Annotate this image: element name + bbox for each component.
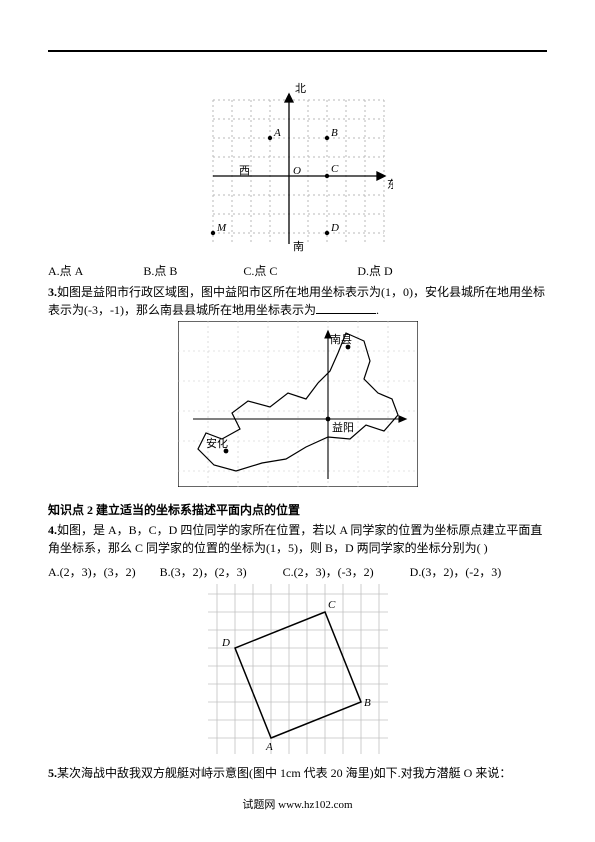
pt-D: D [330, 222, 339, 234]
pt-B: B [331, 127, 338, 139]
sq-B: B [364, 697, 371, 709]
label-nanxian: 南县 [330, 333, 352, 346]
q4-opt-C: C.(2，3)，(-3，2) [283, 563, 374, 580]
label-east: 东 [387, 178, 393, 191]
figure-1-compass-grid: O 北 南 东 西 A B C D M [203, 82, 393, 252]
q5-text: 5.某次海战中敌我双方舰艇对峙示意图(图中 1cm 代表 20 海里)如下.对我… [48, 764, 547, 782]
figure-2-map: 南县 益阳 安化 [178, 321, 418, 487]
top-rule [48, 50, 547, 52]
pt-M: M [216, 222, 227, 234]
label-anhua: 安化 [206, 436, 228, 450]
sq-A: A [265, 741, 273, 753]
sq-C: C [328, 599, 336, 611]
label-north: 北 [295, 82, 306, 95]
q5-num: 5. [48, 766, 57, 780]
q4-opt-D: D.(3，2)，(-2，3) [410, 563, 502, 580]
pt-C: C [331, 163, 339, 175]
pt-A: A [273, 127, 281, 139]
q3-text: 3.如图是益阳市行政区域图，图中益阳市区所在地用坐标表示为(1，0)，安化县城所… [48, 283, 547, 319]
q2-options: A.点 A B.点 B C.点 C D.点 D [48, 262, 547, 279]
q4-opt-A: A.(2，3)，(3，2) [48, 563, 136, 580]
label-yiyang: 益阳 [332, 420, 354, 434]
label-west: 西 [239, 165, 250, 177]
label-O: O [293, 165, 301, 177]
opt-A: A.点 A [48, 262, 83, 279]
sq-D: D [221, 637, 230, 649]
opt-D: D.点 D [357, 262, 392, 279]
q4-options: A.(2，3)，(3，2) B.(3，2)，(2，3) C.(2，3)，(-3，… [48, 563, 547, 580]
opt-C: C.点 C [243, 262, 277, 279]
q4-opt-B: B.(3，2)，(2，3) [160, 563, 247, 580]
q3-num: 3. [48, 285, 57, 299]
figure-3-square: A B C D [208, 584, 388, 754]
q3-blank [316, 302, 376, 314]
q4-num: 4. [48, 523, 57, 537]
label-south: 南 [293, 240, 304, 252]
section-2-title: 知识点 2 建立适当的坐标系描述平面内点的位置 [48, 501, 547, 519]
opt-B: B.点 B [143, 262, 177, 279]
q4-text: 4.如图，是 A，B，C，D 四位同学的家所在位置，若以 A 同学家的位置为坐标… [48, 521, 547, 557]
footer-text: 试题网 www.hz102.com [0, 796, 595, 812]
